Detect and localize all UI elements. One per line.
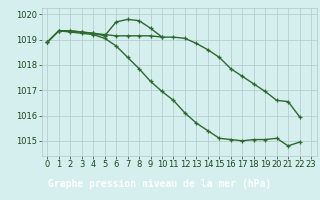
Text: Graphe pression niveau de la mer (hPa): Graphe pression niveau de la mer (hPa) xyxy=(48,179,272,189)
